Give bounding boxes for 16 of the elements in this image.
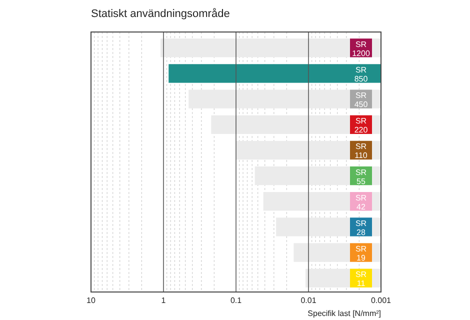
x-tick-label: 0.001	[370, 296, 392, 305]
y-tick-label: SR 220	[354, 116, 368, 135]
y-tick-label: SR 42	[355, 193, 367, 212]
y-tick-label: SR 850	[354, 65, 368, 84]
chart-title: Statiskt användningsområde	[91, 8, 230, 20]
x-tick-label: 0.1	[230, 296, 242, 305]
x-tick-label: 1	[161, 296, 166, 305]
x-tick-label: 10	[86, 296, 96, 305]
x-tick-label: 0.01	[300, 296, 317, 305]
y-tick-label: SR 28	[355, 218, 367, 237]
y-tick-label: SR 55	[355, 168, 367, 186]
y-tick-label: SR 110	[354, 142, 368, 160]
y-tick-label: SR 11	[355, 270, 367, 288]
y-tick-label: SR 450	[354, 91, 368, 110]
x-axis-title: Specifik last [N/mm²]	[308, 309, 381, 318]
y-tick-label: SR 19	[355, 244, 367, 263]
